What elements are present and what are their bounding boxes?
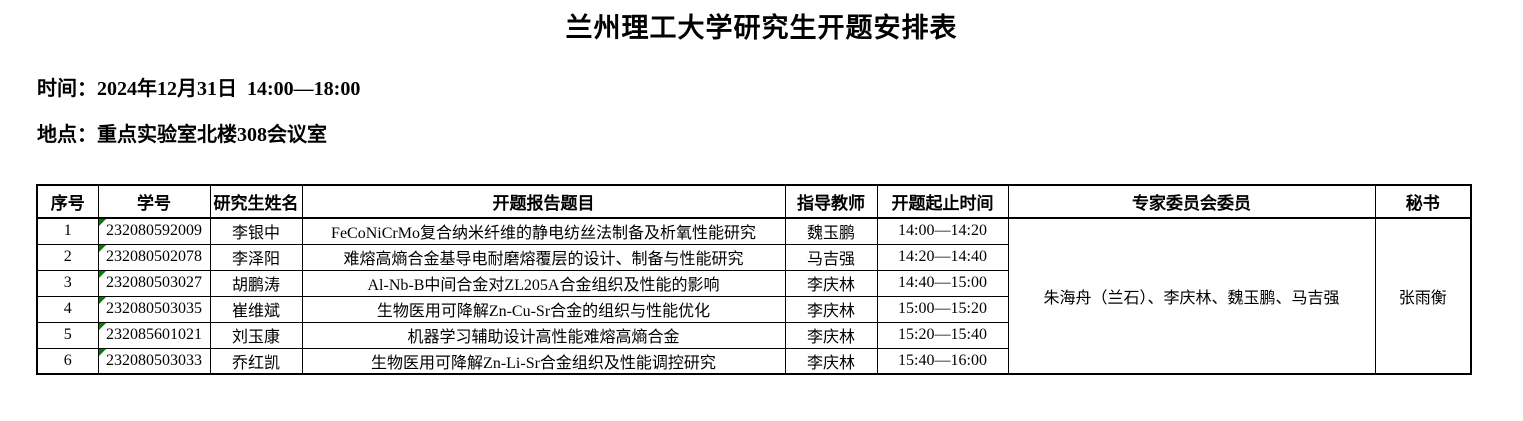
cell-student-id: 232085601021 bbox=[97, 321, 211, 349]
cell-no: 4 bbox=[36, 295, 99, 323]
green-triangle-icon bbox=[99, 245, 106, 252]
cell-committee: 朱海舟（兰石）、李庆林、魏玉鹏、马吉强 bbox=[1007, 217, 1376, 375]
student-id-text: 232080592009 bbox=[106, 222, 202, 240]
column-header-name: 研究生姓名 bbox=[209, 184, 303, 219]
cell-topic: 难熔高熵合金基导电耐磨熔覆层的设计、制备与性能研究 bbox=[301, 243, 786, 271]
student-id-text: 232080503033 bbox=[106, 351, 202, 369]
cell-advisor: 李庆林 bbox=[784, 321, 878, 349]
table-row: 6 232080503033 乔红凯 生物医用可降解Zn-Li-Sr合金组织及性… bbox=[36, 347, 1471, 375]
cell-time: 14:20—14:40 bbox=[876, 243, 1009, 271]
cell-name: 李银中 bbox=[209, 217, 303, 245]
time-label: 时间： bbox=[37, 78, 97, 100]
table-row: 5 232085601021 刘玉康 机器学习辅助设计高性能难熔高熵合金 李庆林… bbox=[36, 321, 1471, 349]
cell-time: 15:00—15:20 bbox=[876, 295, 1009, 323]
cell-advisor: 李庆林 bbox=[784, 347, 878, 375]
table-row: 2 232080502078 李泽阳 难熔高熵合金基导电耐磨熔覆层的设计、制备与… bbox=[36, 243, 1471, 271]
cell-student-id: 232080503027 bbox=[97, 269, 211, 297]
time-value: 2024年12月31日 14:00—18:00 bbox=[97, 78, 361, 100]
cell-time: 15:20—15:40 bbox=[876, 321, 1009, 349]
cell-topic: 机器学习辅助设计高性能难熔高熵合金 bbox=[301, 321, 786, 349]
cell-student-id: 232080502078 bbox=[97, 243, 211, 271]
cell-student-id: 232080503033 bbox=[97, 347, 211, 375]
student-id-text: 232080503035 bbox=[106, 300, 202, 317]
cell-no: 2 bbox=[36, 243, 99, 271]
cell-topic: Al-Nb-B中间合金对ZL205A合金组织及性能的影响 bbox=[301, 269, 786, 297]
table-row: 3 232080503027 胡鹏涛 Al-Nb-B中间合金对ZL205A合金组… bbox=[36, 269, 1471, 297]
green-triangle-icon bbox=[99, 349, 106, 356]
cell-advisor: 魏玉鹏 bbox=[784, 217, 878, 245]
student-id-text: 232080502078 bbox=[106, 248, 202, 265]
cell-name: 李泽阳 bbox=[209, 243, 303, 271]
header-row: 序号 学号 研究生姓名 开题报告题目 指导教师 开题起止时间 专家委员会委员 秘… bbox=[36, 184, 1472, 219]
green-triangle-icon bbox=[99, 297, 106, 304]
table-row: 1 232080592009 李银中 FeCoNiCrMo复合纳米纤维的静电纺丝… bbox=[36, 217, 1472, 375]
column-header-time: 开题起止时间 bbox=[876, 184, 1009, 219]
cell-name: 崔维斌 bbox=[209, 295, 303, 323]
column-header-advisor: 指导教师 bbox=[784, 184, 878, 219]
page-title: 兰州理工大学研究生开题安排表 bbox=[565, 13, 958, 43]
cell-advisor: 李庆林 bbox=[784, 295, 878, 323]
cell-no: 3 bbox=[36, 269, 99, 297]
column-header-secretary: 秘书 bbox=[1374, 184, 1472, 219]
table-row: 4 232080503035 崔维斌 生物医用可降解Zn-Cu-Sr合金的组织与… bbox=[36, 295, 1471, 323]
cell-advisor: 马吉强 bbox=[784, 243, 878, 271]
green-triangle-icon bbox=[99, 323, 106, 330]
cell-time: 14:00—14:20 bbox=[876, 217, 1009, 245]
student-id-text: 232080503027 bbox=[106, 274, 202, 291]
student-id-text: 232085601021 bbox=[106, 326, 202, 343]
cell-topic: 生物医用可降解Zn-Cu-Sr合金的组织与性能优化 bbox=[301, 295, 786, 323]
cell-no: 6 bbox=[36, 347, 99, 375]
schedule-table: 序号 学号 研究生姓名 开题报告题目 指导教师 开题起止时间 专家委员会委员 秘… bbox=[36, 184, 1472, 375]
column-header-no: 序号 bbox=[36, 184, 99, 219]
cell-topic: 生物医用可降解Zn-Li-Sr合金组织及性能调控研究 bbox=[301, 347, 786, 375]
cell-time: 14:40—15:00 bbox=[876, 269, 1009, 297]
green-triangle-icon bbox=[99, 219, 106, 226]
cell-topic: FeCoNiCrMo复合纳米纤维的静电纺丝法制备及析氧性能研究 bbox=[301, 217, 786, 245]
column-header-committee: 专家委员会委员 bbox=[1007, 184, 1376, 219]
time-line: 时间：2024年12月31日 14:00—18:00 bbox=[37, 72, 360, 101]
cell-student-id: 232080592009 bbox=[97, 217, 211, 245]
cell-student-id: 232080503035 bbox=[97, 295, 211, 323]
location-line: 地点：重点实验室北楼308会议室 bbox=[37, 118, 327, 147]
cell-time: 15:40—16:00 bbox=[876, 347, 1009, 375]
cell-no: 5 bbox=[36, 321, 99, 349]
cell-name: 乔红凯 bbox=[209, 347, 303, 375]
green-triangle-icon bbox=[99, 271, 106, 278]
cell-name: 刘玉康 bbox=[209, 321, 303, 349]
location-label: 地点： bbox=[37, 124, 97, 146]
column-header-topic: 开题报告题目 bbox=[301, 184, 786, 219]
cell-no: 1 bbox=[36, 217, 99, 245]
cell-secretary: 张雨衡 bbox=[1374, 217, 1472, 375]
column-header-student-id: 学号 bbox=[97, 184, 211, 219]
location-value: 重点实验室北楼308会议室 bbox=[97, 124, 327, 146]
cell-advisor: 李庆林 bbox=[784, 269, 878, 297]
cell-name: 胡鹏涛 bbox=[209, 269, 303, 297]
